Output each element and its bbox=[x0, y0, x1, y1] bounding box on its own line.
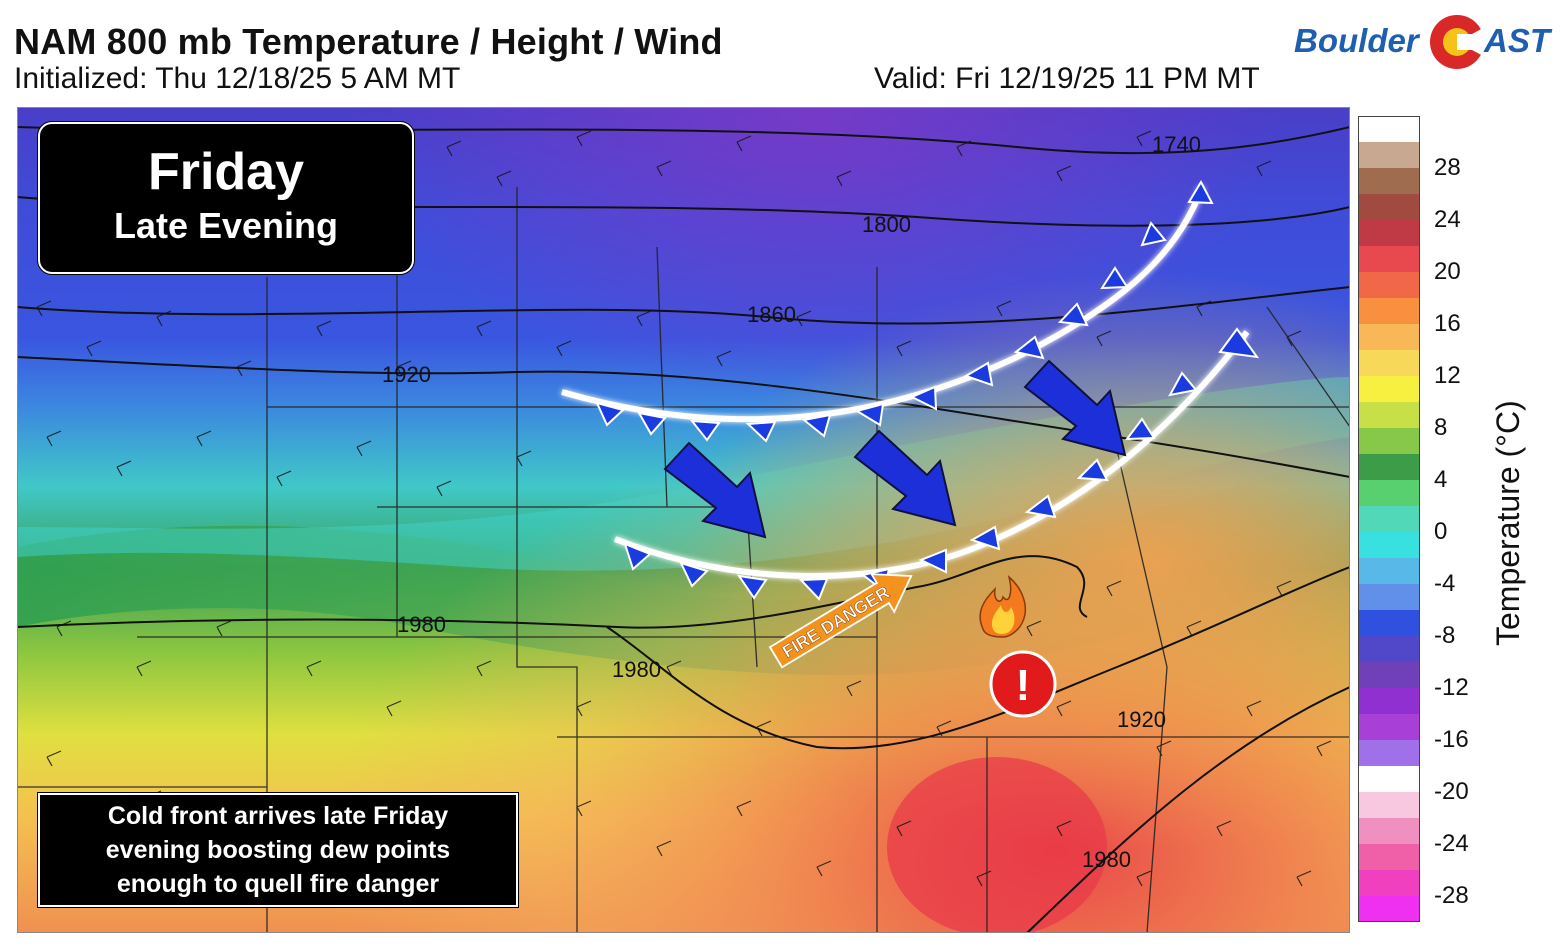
colorbar-segment bbox=[1358, 480, 1420, 507]
colorbar-segment bbox=[1358, 168, 1420, 195]
cold-front-upper bbox=[561, 179, 1214, 443]
colorbar-tick-label: 16 bbox=[1434, 310, 1461, 337]
colorbar-segment bbox=[1358, 246, 1420, 273]
logo-text-boulder: Boulder bbox=[1294, 22, 1419, 59]
svg-text:1800: 1800 bbox=[862, 212, 911, 237]
svg-text:1860: 1860 bbox=[747, 302, 796, 327]
colorbar-segment bbox=[1358, 870, 1420, 897]
period-label: Late Evening bbox=[113, 205, 339, 246]
colorbar-segment bbox=[1358, 194, 1420, 221]
colorbar-tick-label: 4 bbox=[1434, 466, 1448, 493]
colorbar-segment bbox=[1358, 610, 1420, 637]
colorbar-segment bbox=[1358, 766, 1420, 793]
colorbar-label: Temperature (°C) bbox=[1490, 400, 1526, 646]
colorbar-tick-label: 0 bbox=[1434, 518, 1448, 545]
colorbar-tick-label: -12 bbox=[1434, 674, 1469, 701]
note-line: enough to quell fire danger bbox=[116, 870, 440, 898]
svg-text:1920: 1920 bbox=[382, 362, 431, 387]
cold-front-lower bbox=[613, 327, 1260, 601]
contour-labels: 1740 1800 1860 1920 1980 1980 1920 1980 bbox=[382, 132, 1201, 872]
colorbar-segment bbox=[1358, 636, 1420, 663]
svg-text:!: ! bbox=[1016, 661, 1031, 710]
svg-text:1980: 1980 bbox=[397, 612, 446, 637]
valid-time: Valid: Fri 12/19/25 11 PM MT bbox=[874, 62, 1260, 95]
svg-text:1920: 1920 bbox=[1117, 707, 1166, 732]
svg-text:1740: 1740 bbox=[1152, 132, 1201, 157]
colorbar-segment bbox=[1358, 142, 1420, 169]
colorbar-segment bbox=[1358, 324, 1420, 351]
note-line: Cold front arrives late Friday bbox=[107, 802, 449, 830]
initialized-time: Initialized: Thu 12/18/25 5 AM MT bbox=[14, 62, 461, 95]
colorbar-segment bbox=[1358, 376, 1420, 403]
arrow-icon bbox=[663, 441, 767, 539]
forecast-note: Cold front arrives late Friday evening b… bbox=[38, 793, 518, 907]
arrow-icon bbox=[1023, 359, 1127, 457]
colorbar-tick-label: -16 bbox=[1434, 726, 1469, 753]
colorbar-segment bbox=[1358, 792, 1420, 819]
colorbar-tick-label: -4 bbox=[1434, 570, 1456, 597]
logo-c-icon bbox=[1430, 15, 1487, 69]
colorbar-segment bbox=[1358, 740, 1420, 767]
colorbar-segment bbox=[1358, 532, 1420, 559]
colorbar-segment bbox=[1358, 220, 1420, 247]
svg-text:1980: 1980 bbox=[612, 657, 661, 682]
alert-icon: ! bbox=[989, 650, 1057, 718]
colorbar-segment bbox=[1358, 688, 1420, 715]
colorbar-segment bbox=[1358, 298, 1420, 325]
colorbar-segment bbox=[1358, 662, 1420, 689]
colorbar-segment bbox=[1358, 428, 1420, 455]
time-label-box: Friday Late Evening bbox=[38, 122, 414, 274]
note-line: evening boosting dew points bbox=[105, 836, 451, 864]
colorbar-segment bbox=[1358, 350, 1420, 377]
chart-title: NAM 800 mb Temperature / Height / Wind bbox=[14, 21, 723, 62]
colorbar-tick-label: -20 bbox=[1434, 778, 1469, 805]
colorbar-segment bbox=[1358, 454, 1420, 481]
push-arrows bbox=[663, 359, 1127, 539]
colorbar-tick-label: 24 bbox=[1434, 206, 1461, 233]
colorbar-tick-label: 8 bbox=[1434, 414, 1448, 441]
colorbar-tick-label: -24 bbox=[1434, 830, 1469, 857]
svg-text:1980: 1980 bbox=[1082, 847, 1131, 872]
bouldercast-logo: Boulder AST bbox=[1294, 10, 1556, 70]
colorbar-segment bbox=[1358, 714, 1420, 741]
temperature-colorbar bbox=[1358, 116, 1420, 922]
colorbar-segment bbox=[1358, 896, 1420, 922]
fire-icon bbox=[979, 574, 1027, 638]
colorbar-tick-label: 28 bbox=[1434, 154, 1461, 181]
colorbar-segment bbox=[1358, 818, 1420, 845]
arrow-icon bbox=[853, 429, 957, 527]
colorbar-tick-label: -28 bbox=[1434, 882, 1469, 909]
logo-text-ast: AST bbox=[1484, 22, 1550, 59]
colorbar-tick-label: -8 bbox=[1434, 622, 1456, 649]
colorbar-segment bbox=[1358, 584, 1420, 611]
colorbar-segment bbox=[1358, 506, 1420, 533]
colorbar-segment bbox=[1358, 844, 1420, 871]
colorbar-tick-label: 12 bbox=[1434, 362, 1461, 389]
colorbar-segment bbox=[1358, 116, 1420, 143]
day-label: Friday bbox=[147, 143, 305, 201]
colorbar-segment bbox=[1358, 272, 1420, 299]
colorbar-segment bbox=[1358, 558, 1420, 585]
colorbar-tick-label: 20 bbox=[1434, 258, 1461, 285]
colorbar-segment bbox=[1358, 402, 1420, 429]
